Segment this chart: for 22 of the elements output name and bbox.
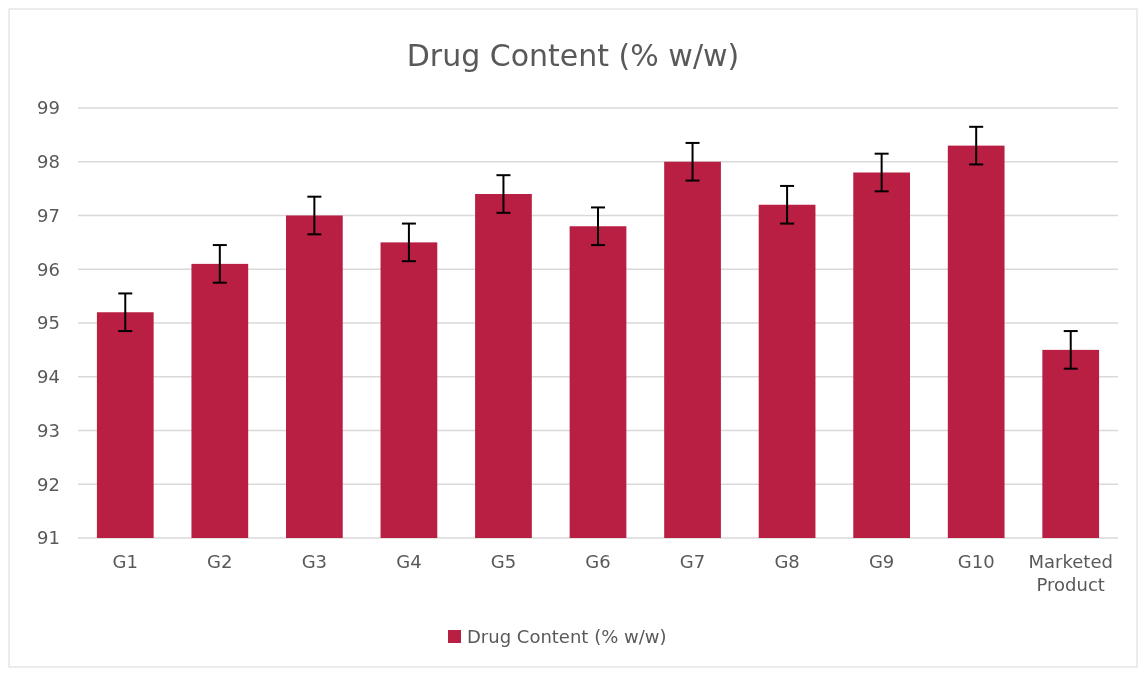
x-tick-label: G6 — [585, 551, 611, 572]
legend-label: Drug Content (% w/w) — [467, 626, 667, 648]
x-tick-label: G7 — [679, 551, 706, 572]
y-tick-label: 94 — [37, 366, 60, 388]
x-tick-label: G4 — [396, 551, 422, 572]
y-tick-label: 98 — [37, 151, 60, 173]
chart-title: Drug Content (% w/w) — [406, 38, 740, 73]
y-tick-label: 92 — [37, 473, 60, 495]
x-tick-label: G5 — [490, 551, 517, 572]
x-tick-label: G3 — [301, 551, 328, 572]
x-tick-label: G10 — [957, 551, 995, 572]
x-tick-label: G9 — [868, 551, 895, 572]
y-tick-label: 97 — [37, 204, 60, 226]
y-tick-label: 91 — [37, 527, 60, 549]
x-tick-label: G1 — [112, 551, 138, 572]
y-tick-label: 96 — [37, 258, 60, 280]
x-tick-label: G2 — [207, 551, 233, 572]
x-tick-label: G8 — [774, 551, 800, 572]
y-tick-label: 93 — [37, 419, 60, 441]
x-tick-label: Marketed Product — [1028, 551, 1113, 595]
y-tick-label: 95 — [37, 312, 60, 334]
y-tick-label: 99 — [37, 97, 60, 119]
